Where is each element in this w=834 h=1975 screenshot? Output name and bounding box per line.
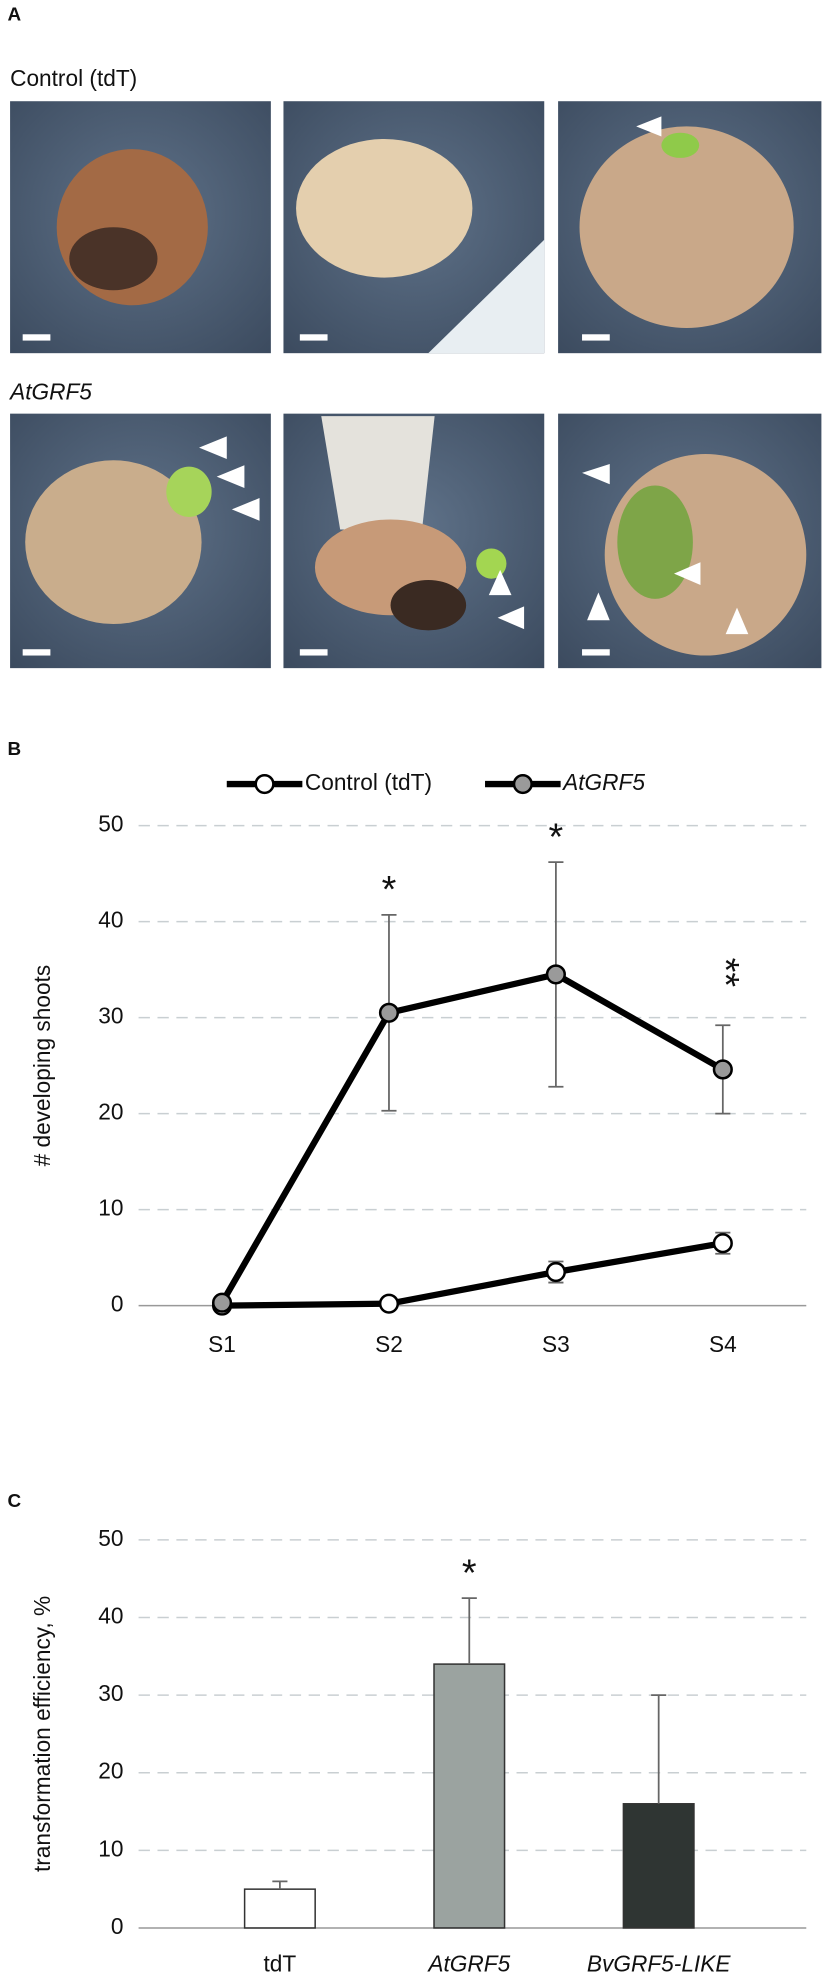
legend-marker xyxy=(254,773,275,795)
y-tick-label: 20 xyxy=(98,1099,123,1125)
panel-label: C xyxy=(8,1491,22,1512)
error-bar xyxy=(272,1880,288,1890)
y-axis-label: transformation efficiency, % xyxy=(29,1596,55,1872)
legend-label: AtGRF5 xyxy=(561,769,645,795)
x-tick-label: BvGRF5-LIKE xyxy=(587,1951,731,1975)
x-tick-label: tdT xyxy=(264,1951,297,1975)
row-label: Control (tdT) xyxy=(10,65,137,91)
marker xyxy=(712,1233,733,1254)
y-axis-label: # developing shoots xyxy=(29,965,55,1167)
y-tick-label: 40 xyxy=(98,907,123,933)
y-tick-label: 50 xyxy=(98,1525,123,1551)
y-tick-label: 10 xyxy=(98,1195,123,1221)
annotation: ** xyxy=(704,958,746,988)
y-tick-label: 10 xyxy=(98,1835,123,1861)
y-tick-label: 40 xyxy=(98,1603,123,1629)
y-tick-label: 20 xyxy=(98,1758,123,1784)
x-tick-label: S2 xyxy=(375,1331,403,1357)
error-bar xyxy=(651,1694,667,1804)
marker xyxy=(545,1261,566,1283)
photos xyxy=(10,101,822,669)
annotation: * xyxy=(549,816,564,858)
marker xyxy=(378,1293,400,1314)
x-tick-label: S4 xyxy=(709,1331,737,1357)
y-tick-label: 30 xyxy=(98,1680,123,1706)
line xyxy=(219,971,725,1305)
marker xyxy=(378,1002,400,1023)
bar xyxy=(622,1803,695,1929)
x-tick-label: S3 xyxy=(542,1331,570,1357)
x-tick-label: S1 xyxy=(208,1331,236,1357)
annotation: * xyxy=(382,869,397,911)
y-tick-label: 50 xyxy=(98,811,123,837)
marker xyxy=(545,964,566,985)
legend-label: Control (tdT) xyxy=(305,769,432,795)
y-tick-label: 30 xyxy=(98,1003,123,1029)
line xyxy=(222,1240,724,1309)
marker xyxy=(211,1292,233,1313)
panel-label: A xyxy=(8,5,22,26)
x-tick-label: AtGRF5 xyxy=(426,1951,510,1975)
panel-label: B xyxy=(8,739,22,760)
legend-marker xyxy=(512,773,533,795)
bar xyxy=(243,1888,316,1929)
marker xyxy=(712,1059,733,1080)
y-tick-label: 0 xyxy=(111,1291,124,1317)
error-bar xyxy=(461,1597,477,1665)
row-label: AtGRF5 xyxy=(8,378,92,404)
annotation: * xyxy=(462,1552,477,1594)
bar xyxy=(433,1663,506,1929)
y-tick-label: 0 xyxy=(111,1913,124,1939)
